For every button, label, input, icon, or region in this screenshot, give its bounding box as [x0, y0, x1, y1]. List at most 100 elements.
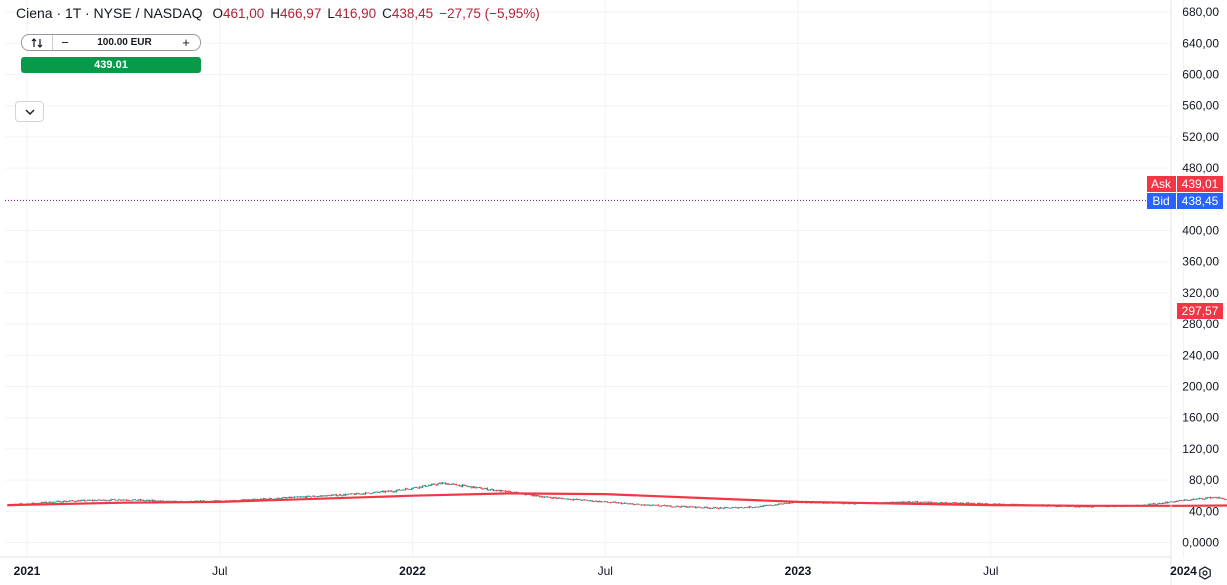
- candle-body: [762, 505, 765, 507]
- candle-body: [244, 499, 246, 501]
- x-tick-label: Jul: [212, 564, 227, 578]
- candle-body: [1203, 498, 1206, 500]
- candle-body: [637, 503, 640, 505]
- candle-body: [502, 490, 504, 492]
- candle-body: [87, 499, 89, 501]
- candle-body: [60, 502, 63, 503]
- candle-body: [485, 488, 487, 489]
- candle-body: [892, 501, 894, 503]
- buy-button[interactable]: 439.01: [21, 57, 201, 73]
- candle-body: [108, 500, 111, 502]
- candle-body: [623, 503, 626, 504]
- y-tick-label: 480,00: [1182, 161, 1219, 175]
- candle-body: [1000, 503, 1002, 505]
- candle-body: [1165, 502, 1167, 504]
- candle-body: [138, 499, 140, 501]
- candle-body: [81, 500, 83, 501]
- candle-body: [104, 499, 106, 501]
- candle-body: [374, 492, 376, 493]
- candle-body: [367, 492, 370, 494]
- candle-body: [913, 501, 916, 503]
- candle-body: [700, 507, 703, 509]
- candle-body: [659, 505, 661, 507]
- candle-body: [269, 498, 271, 500]
- candle-body: [261, 498, 263, 500]
- candle-body: [57, 501, 60, 502]
- quantity-stepper[interactable]: − 100.00 EUR +: [21, 34, 201, 51]
- candle-body: [932, 502, 934, 504]
- candle-body: [119, 499, 121, 501]
- candle-body: [583, 499, 586, 501]
- candle-body: [660, 505, 663, 507]
- candle-body: [682, 505, 684, 507]
- price-axis[interactable]: 0,0000 40,00 80,00 120,00 160,00 200,00 240,00…: [1170, 0, 1219, 585]
- candle-body: [443, 482, 445, 484]
- candle-body: [441, 482, 444, 484]
- candle-body: [599, 500, 601, 503]
- candle-body: [909, 501, 911, 503]
- candle-body: [714, 507, 717, 509]
- candle-body: [417, 487, 419, 489]
- candle-body: [919, 502, 922, 504]
- candle-body: [650, 505, 652, 507]
- candle-body: [1091, 506, 1093, 508]
- candle-body: [785, 502, 788, 504]
- candle-body: [259, 498, 262, 500]
- candle-body: [475, 487, 478, 489]
- candle-body: [321, 495, 323, 497]
- y-tick-label: 400,00: [1182, 224, 1219, 238]
- settings-gear-icon[interactable]: [1196, 564, 1214, 582]
- candle-body: [481, 488, 484, 490]
- candle-body: [592, 501, 595, 503]
- symbol-title[interactable]: Ciena · 1T · NYSE / NASDAQ: [16, 5, 203, 21]
- close-value: 438,45: [391, 6, 434, 21]
- candle-body: [1225, 499, 1227, 501]
- candle-body: [639, 504, 641, 506]
- candle-body: [96, 500, 98, 502]
- candle-body: [710, 508, 712, 509]
- candle-body: [1212, 497, 1215, 499]
- candle-body: [691, 506, 694, 508]
- candle-body: [454, 483, 456, 485]
- swap-arrows-icon[interactable]: [22, 35, 53, 50]
- candle-body: [683, 506, 686, 508]
- candle-body: [114, 499, 117, 501]
- candle-body: [961, 502, 963, 504]
- candle-body: [488, 489, 490, 491]
- candle-body: [400, 489, 402, 491]
- candle-body: [930, 501, 933, 503]
- candle-body: [713, 507, 715, 509]
- candle-body: [620, 502, 623, 504]
- time-axis[interactable]: 2021Jul2022Jul2023Jul2024Jul2025Jul2026J…: [0, 556, 1227, 578]
- candle-body: [161, 500, 163, 502]
- open-label: O: [212, 6, 223, 21]
- high-label: H: [270, 6, 281, 21]
- candle-body: [554, 497, 556, 499]
- candle-body: [1208, 497, 1210, 498]
- candle-body: [577, 499, 579, 501]
- y-tick-label: 640,00: [1182, 36, 1219, 50]
- y-tick-label: 520,00: [1182, 130, 1219, 144]
- increase-button[interactable]: +: [182, 35, 190, 50]
- candle-body: [395, 490, 398, 492]
- chevron-down-icon[interactable]: [15, 101, 44, 122]
- candle-body: [1211, 497, 1213, 499]
- candle-body: [110, 499, 112, 501]
- candle-body: [1222, 497, 1224, 499]
- candle-body: [290, 497, 293, 498]
- candle-body: [963, 503, 965, 504]
- candle-body: [409, 489, 411, 490]
- candle-body: [159, 500, 162, 502]
- y-tick-label: 40,00: [1189, 504, 1219, 518]
- candle-body: [609, 502, 612, 504]
- candle-body: [437, 483, 439, 485]
- quantity-value[interactable]: 100.00 EUR: [97, 37, 152, 48]
- candle-body: [276, 497, 279, 499]
- candle-body: [613, 501, 615, 503]
- candle-body: [771, 505, 774, 507]
- candle-body: [534, 494, 536, 497]
- decrease-button[interactable]: −: [61, 35, 69, 50]
- candle-body: [42, 502, 44, 504]
- candle-body: [1189, 500, 1192, 501]
